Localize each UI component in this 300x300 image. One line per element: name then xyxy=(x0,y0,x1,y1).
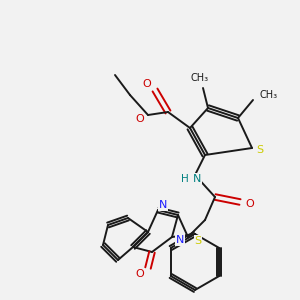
Text: O: O xyxy=(142,79,152,89)
Text: O: O xyxy=(136,269,144,279)
Text: CH₃: CH₃ xyxy=(191,73,209,83)
Text: N: N xyxy=(159,200,167,210)
Text: S: S xyxy=(194,236,202,246)
Text: S: S xyxy=(256,145,264,155)
Text: O: O xyxy=(246,199,254,209)
Text: O: O xyxy=(136,114,144,124)
Text: N: N xyxy=(193,174,201,184)
Text: CH₃: CH₃ xyxy=(260,90,278,100)
Text: N: N xyxy=(176,235,184,245)
Text: H: H xyxy=(181,174,189,184)
